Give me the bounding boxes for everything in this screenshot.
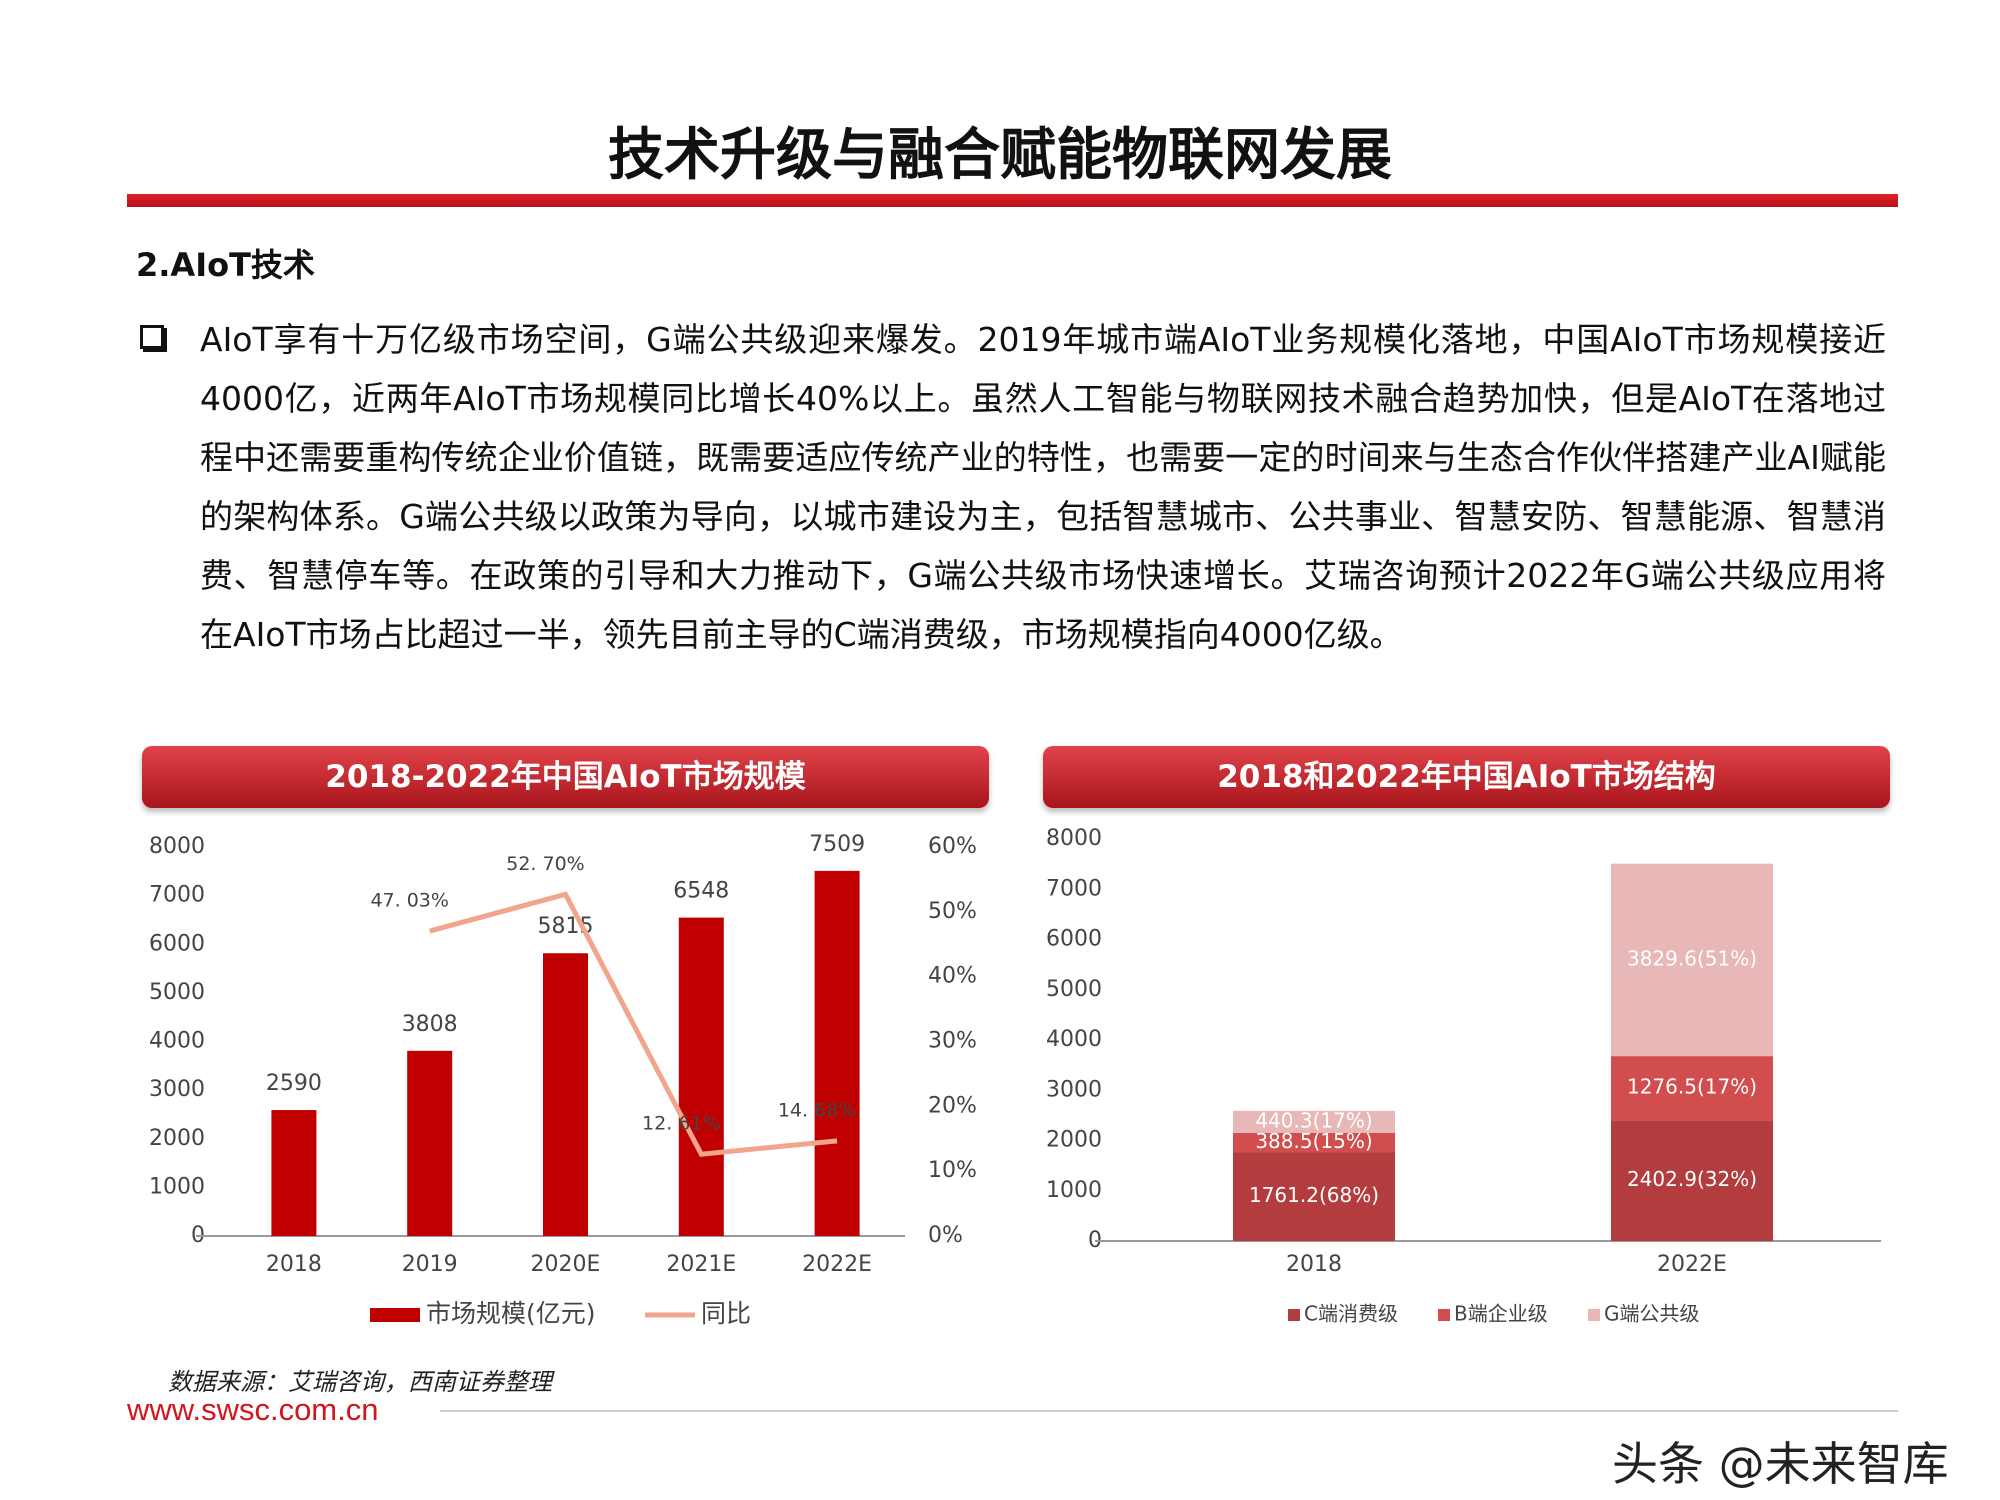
data-label: 2590: [266, 1071, 322, 1096]
watermark: 头条 @未来智库: [1612, 1437, 1949, 1491]
x-tick-label: 2021E: [666, 1252, 736, 1277]
data-label: 12. 61%: [642, 1113, 721, 1135]
chart-title: 2018和2022年中国AIoT市场结构: [1043, 746, 1890, 808]
footer-rule: [440, 1410, 1898, 1412]
legend-swatch: [370, 1308, 420, 1322]
legend-swatch: [1288, 1309, 1300, 1321]
y-tick-label: 2000: [149, 1126, 205, 1151]
y-tick-label: 6000: [149, 931, 205, 956]
source-note: 数据来源：艾瑞咨询，西南证券整理: [168, 1368, 552, 1396]
y2-tick-label: 30%: [928, 1029, 977, 1054]
legend-swatch: [1438, 1309, 1450, 1321]
y-tick-label: 5000: [1046, 977, 1102, 1002]
data-label: 47. 03%: [370, 890, 449, 912]
data-label: 3829.6(51%): [1627, 946, 1757, 970]
bullet: [140, 325, 164, 349]
y2-tick-label: 0%: [928, 1223, 963, 1248]
y-tick-label: 3000: [1046, 1077, 1102, 1102]
data-label: 14. 68%: [778, 1099, 857, 1121]
legend-swatch: [1588, 1309, 1600, 1321]
y-tick-label: 4000: [1046, 1027, 1102, 1052]
y2-tick-label: 60%: [928, 834, 977, 859]
bar: [678, 917, 724, 1236]
y-tick-label: 5000: [149, 980, 205, 1005]
y-tick-label: 8000: [1046, 826, 1102, 851]
y2-tick-label: 10%: [928, 1158, 977, 1183]
bar: [407, 1050, 453, 1236]
data-label: 1276.5(17%): [1627, 1075, 1757, 1099]
chart-title: 2018-2022年中国AIoT市场规模: [142, 746, 989, 808]
section-heading: 2.AIoT技术: [136, 246, 315, 284]
website: www.swsc.com.cn: [127, 1392, 379, 1427]
legend-label: 同比: [701, 1299, 751, 1328]
legend-label: B端企业级: [1454, 1302, 1548, 1326]
x-tick-label: 2022E: [802, 1252, 872, 1277]
x-tick-label: 2019: [402, 1252, 458, 1277]
data-label: 7509: [809, 832, 865, 857]
x-tick-label: 2022E: [1657, 1252, 1727, 1277]
legend-label: C端消费级: [1304, 1302, 1398, 1326]
bar: [814, 870, 860, 1236]
data-label: 388.5(15%): [1255, 1129, 1372, 1153]
bar: [271, 1110, 317, 1236]
x-tick-label: 2018: [1286, 1252, 1342, 1277]
line: [429, 891, 838, 1157]
data-label: 2402.9(32%): [1627, 1167, 1757, 1191]
bar-segment: [1233, 1152, 1395, 1241]
page-title: 技术升级与融合赋能物联网发展: [608, 123, 1392, 188]
bar-segment: [1233, 1110, 1395, 1133]
data-label: 52. 70%: [506, 853, 585, 875]
y2-tick-label: 50%: [928, 899, 977, 924]
y-tick-label: 2000: [1046, 1128, 1102, 1153]
y2-tick-label: 20%: [928, 1093, 977, 1118]
bar-segment: [1611, 863, 1773, 1057]
bar-segment: [1233, 1132, 1395, 1153]
y-tick-label: 1000: [149, 1174, 205, 1199]
bar-segment: [1611, 1056, 1773, 1121]
y-tick-label: 7000: [1046, 876, 1102, 901]
data-label: 6548: [673, 879, 729, 904]
y-tick-label: 6000: [1046, 927, 1102, 952]
legend-label: G端公共级: [1604, 1302, 1700, 1326]
y2-tick-label: 40%: [928, 964, 977, 989]
bar-segment: [1611, 1120, 1773, 1241]
y-tick-label: 1000: [1046, 1178, 1102, 1203]
data-label: 3808: [402, 1012, 458, 1037]
x-tick-label: 2020E: [531, 1252, 601, 1277]
y-tick-label: 7000: [149, 883, 205, 908]
data-label: 440.3(17%): [1255, 1108, 1372, 1132]
title-bar: [127, 194, 1898, 207]
paragraph: AIoT享有十万亿级市场空间，G端公共级迎来爆发。2019年城市端AIoT业务规…: [200, 320, 1886, 654]
data-label: 1761.2(68%): [1249, 1183, 1379, 1207]
x-tick-label: 2018: [266, 1252, 322, 1277]
y-tick-label: 4000: [149, 1029, 205, 1054]
y-tick-label: 3000: [149, 1077, 205, 1102]
legend-label: 市场规模(亿元): [426, 1299, 596, 1328]
bar: [543, 953, 588, 1236]
y-tick-label: 8000: [149, 834, 205, 859]
